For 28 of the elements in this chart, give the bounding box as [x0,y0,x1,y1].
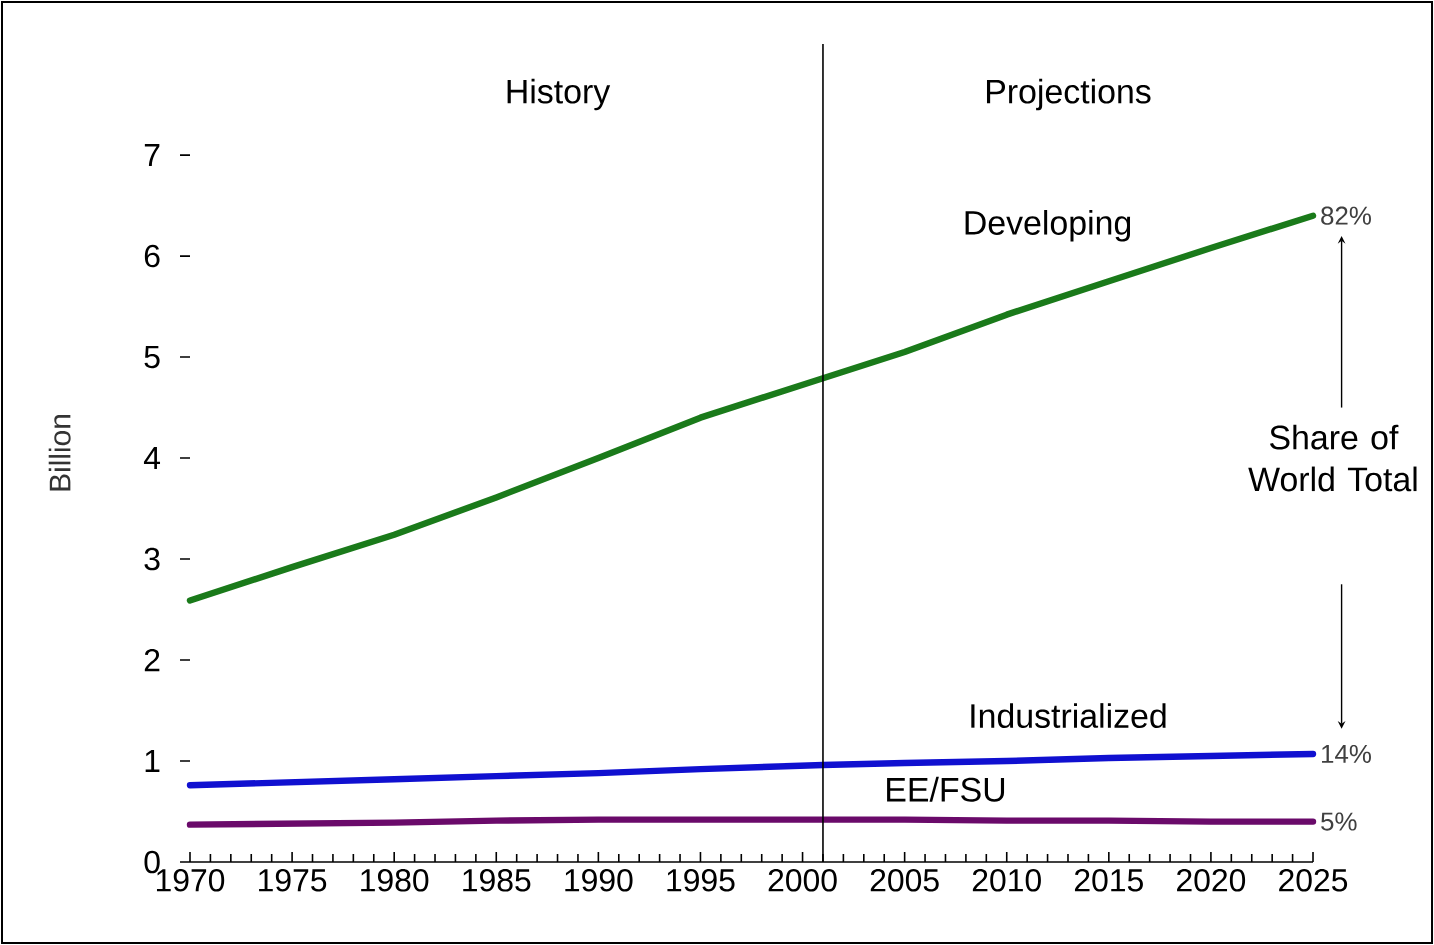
text: 14% [1322,744,1371,764]
x-tick-label: 1975 [259,869,327,892]
y-tick-label: 7 [144,144,160,167]
y-tick-label: 1 [145,750,160,772]
annotation: Projections [986,78,1151,111]
x-tick-label: 1980 [361,869,429,892]
series-label: Developing [965,210,1131,242]
y-tick-label: 4 [143,447,161,470]
annotation: History [507,78,611,111]
x-tick-label: 2000 [768,869,837,892]
y-tick-label: 6 [144,244,160,268]
text: 82% [1321,206,1371,225]
x-tick-label: 2010 [972,869,1041,892]
x-tick-label: 2025 [1279,869,1348,892]
y-tick-label: 5 [144,345,160,369]
x-tick-label: 1985 [463,869,531,892]
y-tick-label: 3 [144,547,160,571]
x-tick-label: 1995 [667,869,735,892]
annotation: Share of World Total [1248,424,1417,492]
x-tick-label: 2005 [870,869,939,892]
y-tick-label: 2 [144,648,160,672]
text: 5% [1321,812,1357,831]
x-tick-label: 1990 [565,869,633,892]
series-label: EE/FSU [887,776,1005,802]
series-label: Industrialized [971,703,1166,729]
y-axis-title: Billion [48,415,71,491]
x-tick-label: 2015 [1074,869,1143,892]
x-tick-label: 2020 [1177,869,1246,892]
